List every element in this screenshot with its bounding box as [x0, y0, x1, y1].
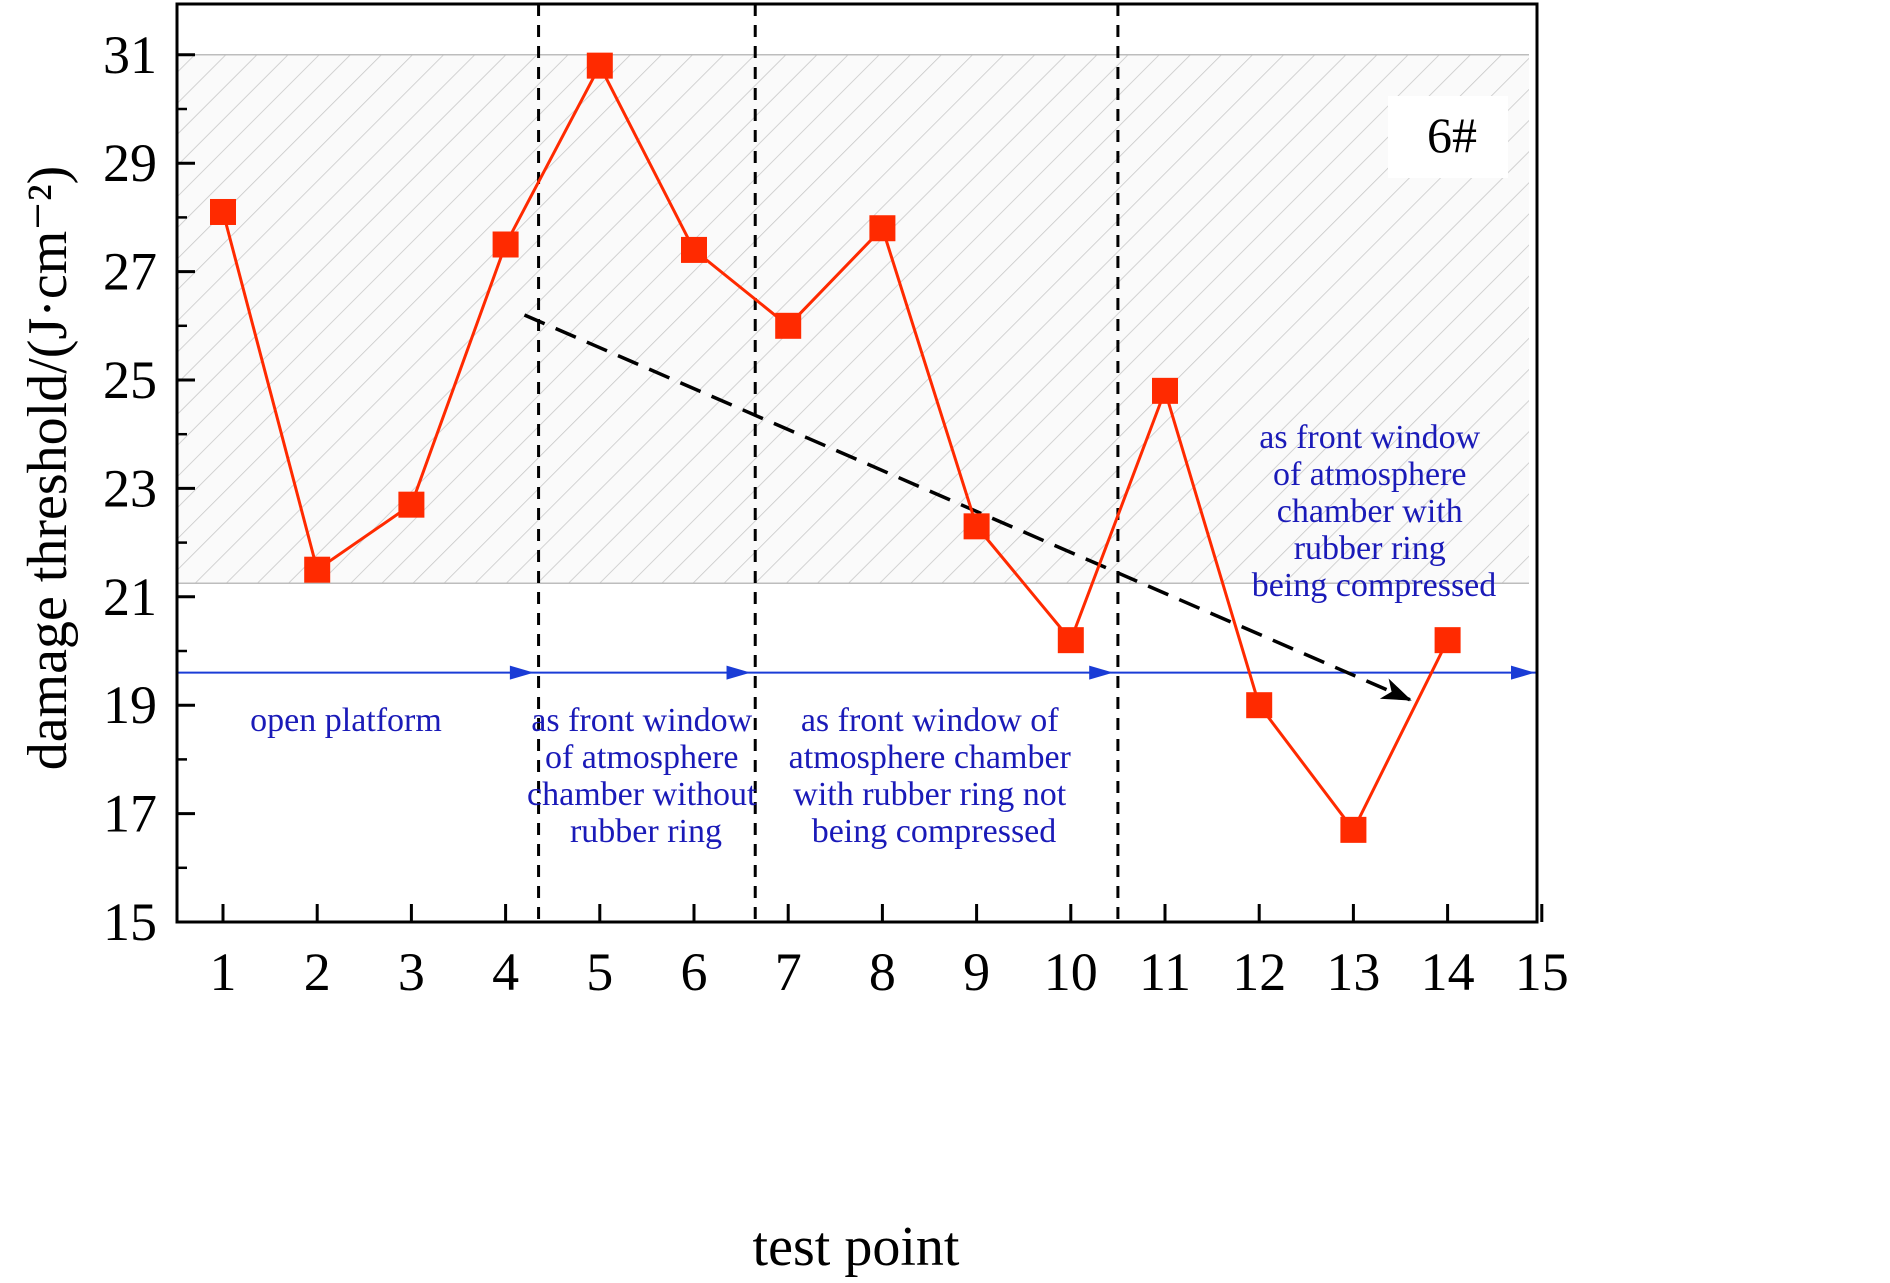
- y-tick-label-31: 31: [103, 25, 157, 85]
- data-point-13: [1340, 816, 1367, 843]
- data-point-7: [775, 312, 802, 339]
- x-tick-label-15: 15: [1515, 942, 1569, 1002]
- y-axis-title: damage threshold/(J·cm⁻²): [17, 166, 79, 771]
- trend-arrow: [523, 313, 1412, 702]
- x-tick-label-14: 14: [1421, 942, 1475, 1002]
- x-tick-label-1: 1: [210, 942, 237, 1002]
- data-point-3: [398, 491, 425, 518]
- y-tick-label-15: 15: [103, 892, 157, 952]
- region3-label: as front window of atmosphere chamber wi…: [789, 702, 1080, 850]
- x-tick-label-4: 4: [492, 942, 519, 1002]
- x-tick-label-6: 6: [681, 942, 708, 1002]
- y-tick-label-23: 23: [103, 458, 157, 518]
- data-point-10: [1057, 627, 1084, 654]
- trend-arrow-layer: [523, 313, 1412, 702]
- blue-arrowhead-4: [1511, 665, 1535, 680]
- x-tick-label-9: 9: [963, 942, 990, 1002]
- data-point-2: [304, 556, 331, 583]
- series-layer: [210, 52, 1461, 843]
- region1-label: open platform: [250, 702, 442, 739]
- y-tick-label-17: 17: [103, 784, 157, 844]
- x-tick-label-11: 11: [1139, 942, 1191, 1002]
- blue-arrow-layer: [177, 665, 1537, 680]
- blue-arrowhead-1: [509, 665, 534, 680]
- data-point-5: [586, 52, 613, 79]
- x-tick-label-2: 2: [304, 942, 331, 1002]
- divider-layer: [537, 4, 1120, 922]
- y-tick-label-25: 25: [103, 350, 157, 410]
- data-point-9: [963, 513, 990, 540]
- region4-label: as front window of atmosphere chamber wi…: [1252, 419, 1497, 604]
- data-point-14: [1434, 627, 1461, 654]
- x-axis-title: test point: [753, 1216, 960, 1278]
- data-point-6: [681, 236, 707, 263]
- y-tick-label-29: 29: [103, 133, 157, 193]
- region2-label: as front window of atmosphere chamber wi…: [527, 702, 765, 850]
- data-point-11: [1152, 377, 1178, 404]
- y-tick-label-21: 21: [103, 567, 157, 627]
- x-tick-label-7: 7: [775, 942, 802, 1002]
- x-tick-label-3: 3: [398, 942, 425, 1002]
- data-point-4: [492, 231, 519, 258]
- data-point-1: [210, 198, 236, 225]
- blue-arrowhead-2: [726, 665, 751, 680]
- x-tick-label-13: 13: [1326, 942, 1380, 1002]
- blue-arrowhead-3: [1089, 665, 1114, 680]
- data-point-8: [869, 215, 896, 242]
- badge-bg: [1388, 96, 1508, 178]
- plot-frame: [175, 2, 1539, 924]
- sample-badge: 6#: [1427, 107, 1477, 163]
- data-point-12: [1246, 692, 1273, 719]
- x-tick-label-8: 8: [869, 942, 896, 1002]
- x-tick-label-10: 10: [1044, 942, 1098, 1002]
- series-line-1: [221, 62, 1449, 833]
- x-tick-label-12: 12: [1232, 942, 1286, 1002]
- y-tick-label-19: 19: [103, 675, 157, 735]
- y-tick-label-27: 27: [103, 242, 157, 302]
- x-tick-label-5: 5: [586, 942, 613, 1002]
